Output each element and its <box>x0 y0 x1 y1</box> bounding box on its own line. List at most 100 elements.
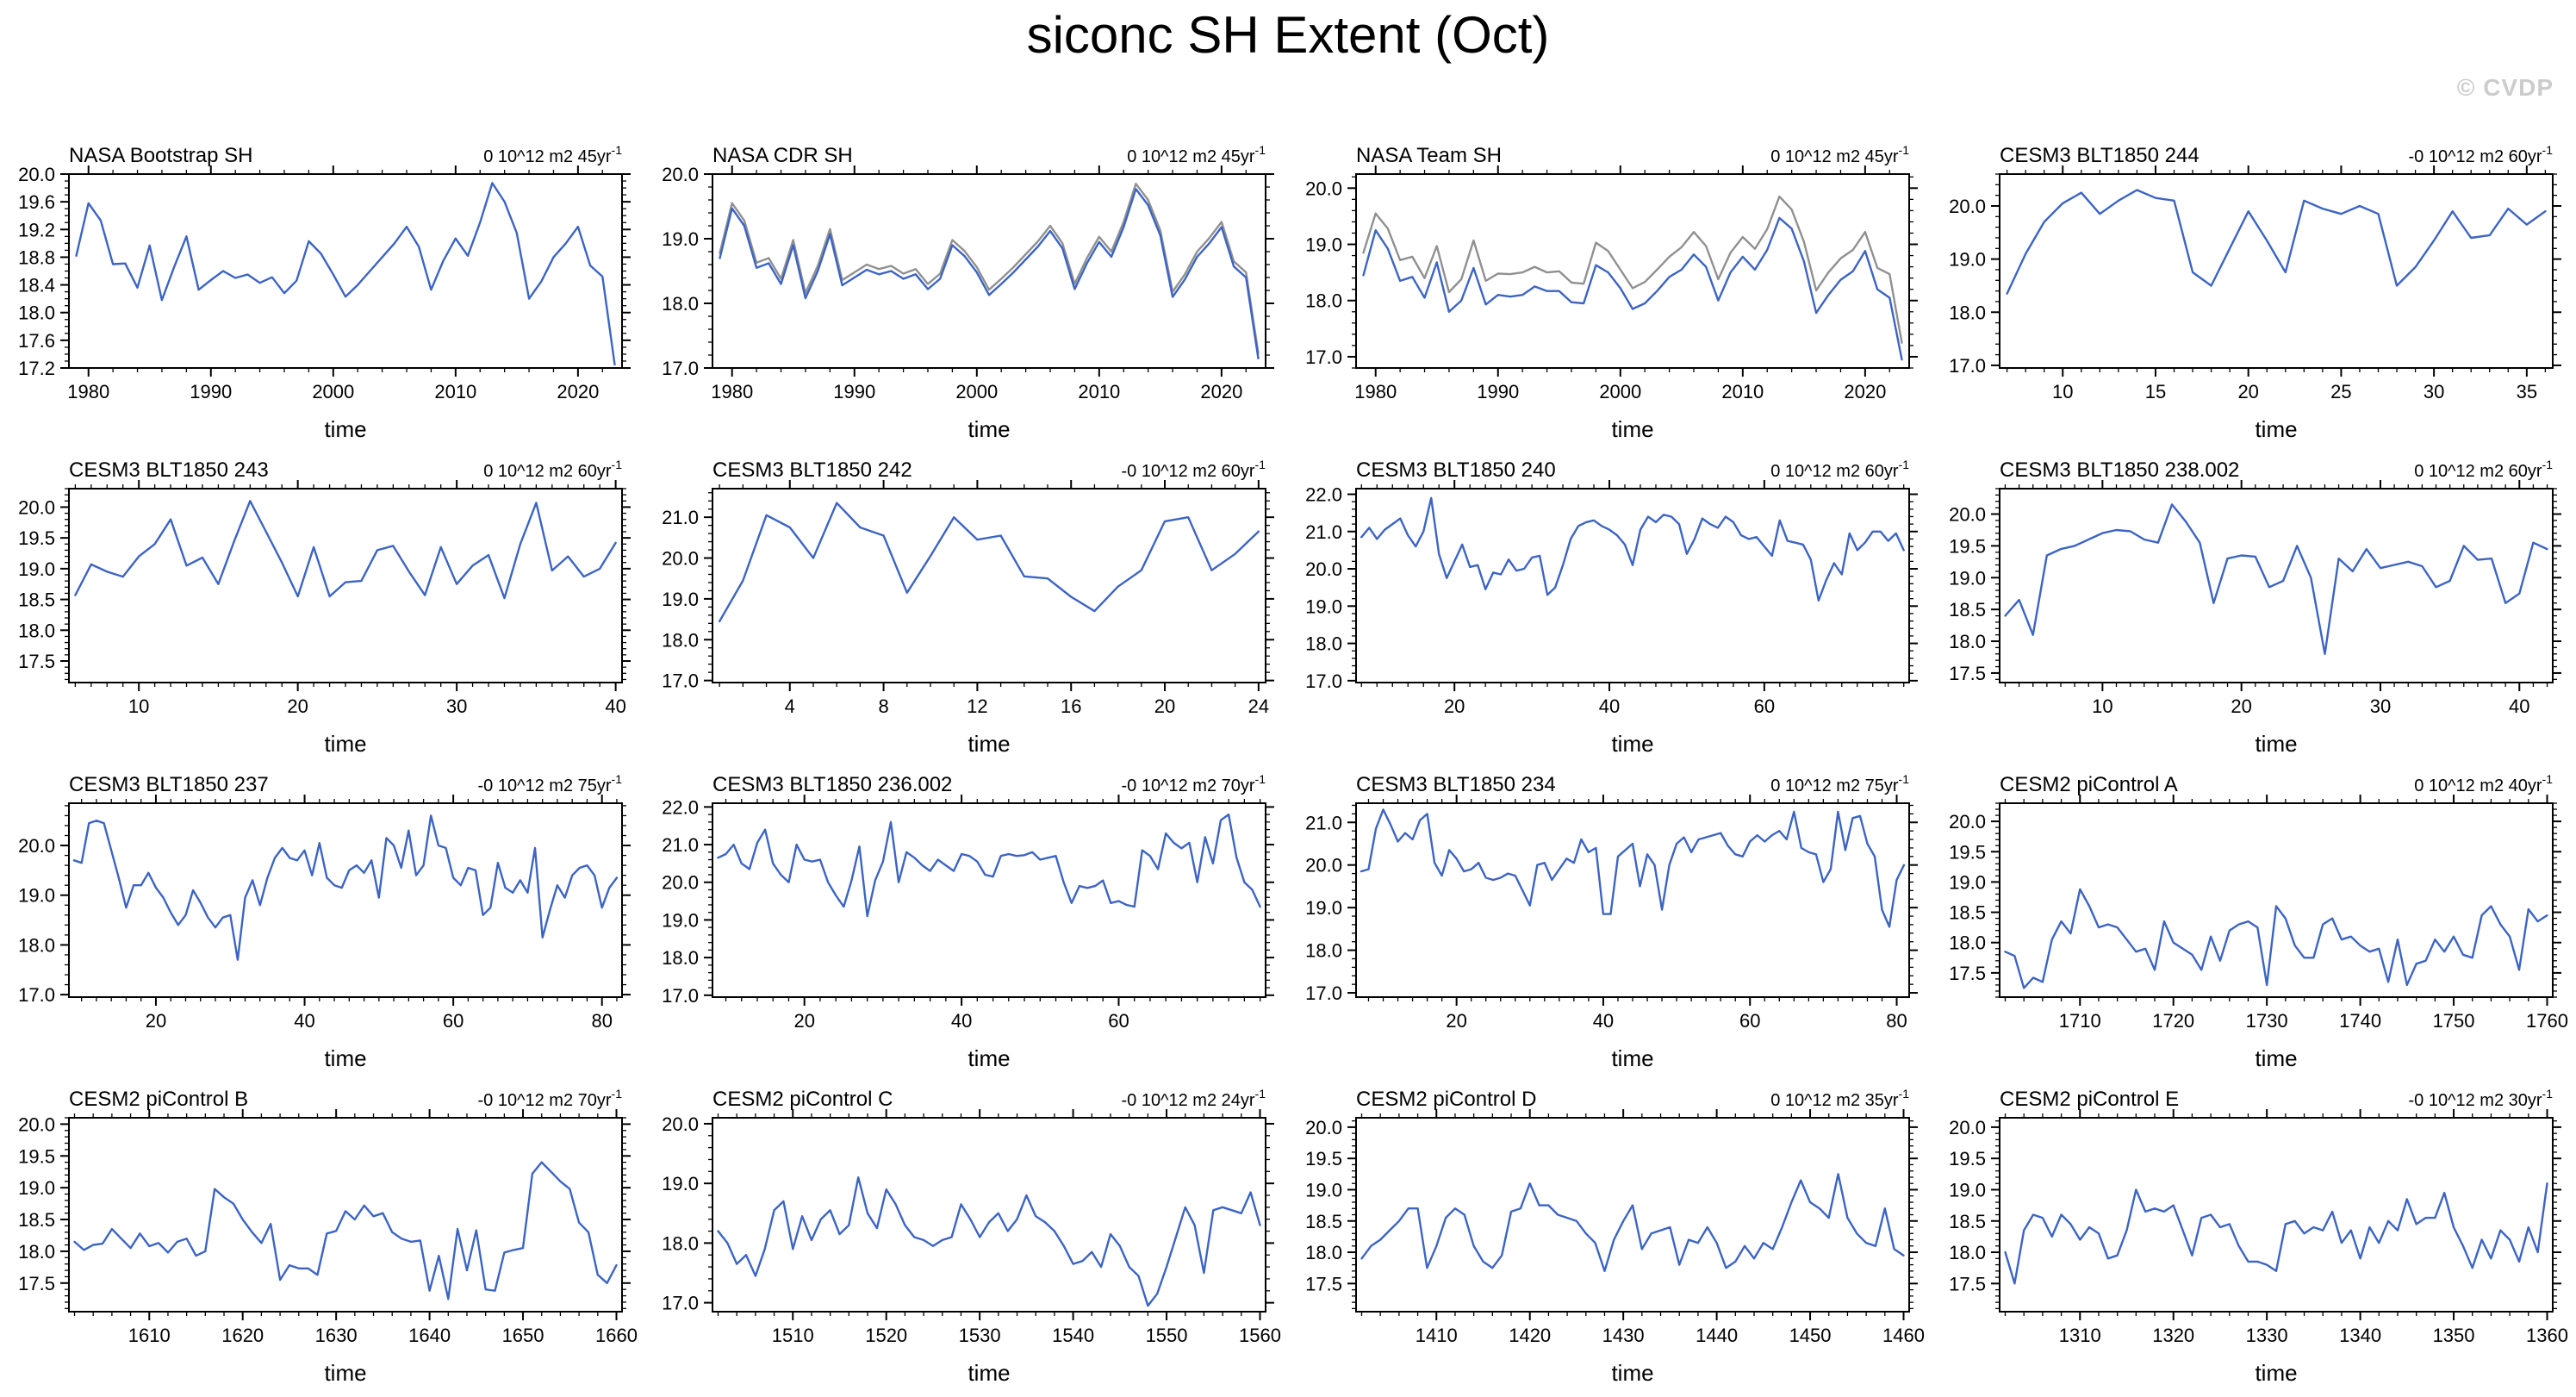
panel-title: NASA CDR SH <box>712 144 853 167</box>
x-tick-label: 4 <box>785 695 795 717</box>
line-chart-cesm2-picontrol-b: 1610 1620 1630 1640 1650 1660 17.5 18.0 18.5 19.0… <box>18 1087 638 1386</box>
line-chart-cesm3-blt1850-240: 20 40 60 17.0 18.0 19.0 20.0 21.0 22.0 CESM3 BLT1… <box>1305 458 1918 757</box>
y-tick-label: 19.0 <box>1949 567 1986 589</box>
series-line-primary <box>2004 888 2548 989</box>
y-tick-label: 19.0 <box>18 1177 55 1199</box>
y-tick-label: 20.0 <box>662 548 699 570</box>
series-line-primary <box>1360 496 1905 602</box>
x-tick-label: 1990 <box>833 381 875 402</box>
data-series <box>1360 808 1906 928</box>
trend-annotation: 0 10^12 m2 60yr-1 <box>483 458 622 481</box>
y-tick-label: 20.0 <box>1949 1117 1986 1138</box>
x-tick-label: 1980 <box>711 381 753 402</box>
x-tick-label: 1650 <box>502 1325 544 1346</box>
plot-frame <box>68 1117 623 1313</box>
chart-panel-cesm3-blt1850-236-002: 20 40 60 17.0 18.0 19.0 20.0 21.0 22.0 CESM3 BLT1… <box>644 767 1287 1082</box>
y-tick-label: 19.0 <box>662 228 699 250</box>
x-tick-label: 24 <box>1248 695 1269 717</box>
y-tick-label: 19.0 <box>18 885 55 907</box>
chart-panel-cesm2-picontrol-b: 1610 1620 1630 1640 1650 1660 17.5 18.0 18.5 19.0… <box>0 1082 644 1396</box>
y-tick-label: 17.5 <box>18 651 55 672</box>
chart-panel-cesm3-blt1850-240: 20 40 60 17.0 18.0 19.0 20.0 21.0 22.0 CESM3 BLT1… <box>1287 452 1931 767</box>
y-tick-label: 18.0 <box>662 629 699 651</box>
trend-annotation: -0 10^12 m2 30yr-1 <box>2409 1087 2554 1110</box>
y-tick-label: 18.5 <box>1949 1211 1986 1232</box>
x-tick-label: 1350 <box>2433 1325 2475 1346</box>
y-tick-label: 20.0 <box>18 1113 55 1135</box>
y-tick-label: 19.0 <box>1305 1179 1342 1201</box>
x-tick-label: 1520 <box>865 1325 907 1346</box>
x-tick-label: 60 <box>443 1010 464 1032</box>
x-axis-label: time <box>968 416 1010 442</box>
series-line-obs <box>75 182 616 366</box>
y-tick-label: 21.0 <box>662 834 699 856</box>
x-tick-label: 1620 <box>221 1325 264 1346</box>
plot-frame <box>1999 173 2554 369</box>
x-tick-label: 2000 <box>955 381 998 402</box>
y-tick-label: 20.0 <box>1949 196 1986 217</box>
trend-annotation: 0 10^12 m2 40yr-1 <box>2414 772 2553 795</box>
y-tick-label: 18.0 <box>1949 932 1986 954</box>
x-tick-label: 1450 <box>1789 1325 1832 1346</box>
x-tick-label: 40 <box>951 1010 972 1032</box>
data-series <box>72 814 619 961</box>
x-tick-label: 40 <box>1599 695 1620 717</box>
chart-panel-cesm3-blt1850-242: 4 8 12 16 20 24 17.0 18.0 19.0 20.0 21.0 CESM3 BLT1… <box>644 452 1287 767</box>
y-tick-label: 17.0 <box>662 985 699 1007</box>
x-tick-label: 1460 <box>1882 1325 1925 1346</box>
panel-title: CESM2 piControl D <box>1356 1088 1536 1111</box>
y-tick-label: 19.5 <box>1949 535 1986 557</box>
panel-title: CESM3 BLT1850 240 <box>1356 458 1556 482</box>
line-chart-cesm3-blt1850-236-002: 20 40 60 17.0 18.0 19.0 20.0 21.0 22.0 CESM3 BLT1… <box>662 772 1274 1071</box>
line-chart-cesm3-blt1850-242: 4 8 12 16 20 24 17.0 18.0 19.0 20.0 21.0 CESM3 BLT1… <box>662 458 1274 757</box>
y-tick-label: 18.5 <box>1305 1211 1342 1232</box>
y-tick-label: 18.0 <box>662 1232 699 1254</box>
y-tick-label: 18.0 <box>18 934 55 956</box>
x-tick-label: 2000 <box>1599 381 1641 402</box>
series-line-primary <box>1360 1173 1905 1273</box>
x-tick-label: 1640 <box>408 1325 451 1346</box>
panel-title: NASA Team SH <box>1356 144 1502 167</box>
x-tick-label: 20 <box>1154 695 1175 717</box>
y-tick-label: 19.0 <box>1305 897 1342 919</box>
plot-frame <box>712 173 1266 369</box>
y-tick-label: 17.5 <box>1305 1273 1342 1294</box>
x-axis-label: time <box>1611 1360 1653 1386</box>
y-tick-label: 19.2 <box>18 219 55 240</box>
x-axis-label: time <box>1611 1045 1653 1071</box>
x-tick-label: 30 <box>2370 695 2391 717</box>
plot-frame <box>68 173 623 369</box>
x-tick-label: 1440 <box>1696 1325 1738 1346</box>
panel-title: CESM2 piControl E <box>2000 1088 2179 1111</box>
line-chart-cesm3-blt1850-237: 20 40 60 80 17.0 18.0 19.0 20.0 CESM3 BLT1850 23… <box>18 772 631 1071</box>
x-tick-label: 10 <box>128 695 149 717</box>
y-tick-label: 18.0 <box>1305 1242 1342 1263</box>
data-series <box>2004 503 2548 656</box>
panel-title: CESM2 piControl B <box>69 1088 248 1111</box>
trend-annotation: 0 10^12 m2 60yr-1 <box>2414 458 2553 481</box>
x-tick-label: 1630 <box>315 1325 358 1346</box>
axis-ticks <box>704 165 1274 377</box>
x-tick-label: 1340 <box>2339 1325 2381 1346</box>
y-tick-label: 17.0 <box>662 670 699 692</box>
cvdp-watermark: © CVDP <box>2456 74 2554 101</box>
x-tick-label: 2010 <box>1721 381 1764 402</box>
y-tick-label: 17.0 <box>18 984 55 1006</box>
axis-ticks <box>704 480 1274 691</box>
y-tick-label: 17.0 <box>1305 346 1342 368</box>
x-axis-label: time <box>968 1045 1010 1071</box>
chart-panel-cesm3-blt1850-243: 10 20 30 40 17.5 18.0 18.5 19.0 19.5 20.0 CESM3 BL… <box>0 452 644 767</box>
axis-ticks <box>704 1109 1274 1320</box>
trend-annotation: 0 10^12 m2 45yr-1 <box>1770 143 1909 166</box>
data-series <box>2004 888 2548 989</box>
axis-ticks <box>1347 1109 1918 1320</box>
x-tick-label: 1720 <box>2152 1010 2194 1032</box>
line-chart-cesm2-picontrol-c: 1510 1520 1530 1540 1550 1560 17.0 18.0 19.0 20.0… <box>662 1087 1281 1386</box>
x-tick-label: 80 <box>1886 1010 1907 1032</box>
trend-annotation: -0 10^12 m2 60yr-1 <box>1122 458 1266 481</box>
x-axis-label: time <box>2255 1360 2297 1386</box>
y-tick-label: 19.0 <box>1949 1179 1986 1201</box>
axis-ticks <box>1347 795 1918 1006</box>
axis-ticks <box>704 795 1274 1006</box>
x-axis-label: time <box>1611 416 1653 442</box>
